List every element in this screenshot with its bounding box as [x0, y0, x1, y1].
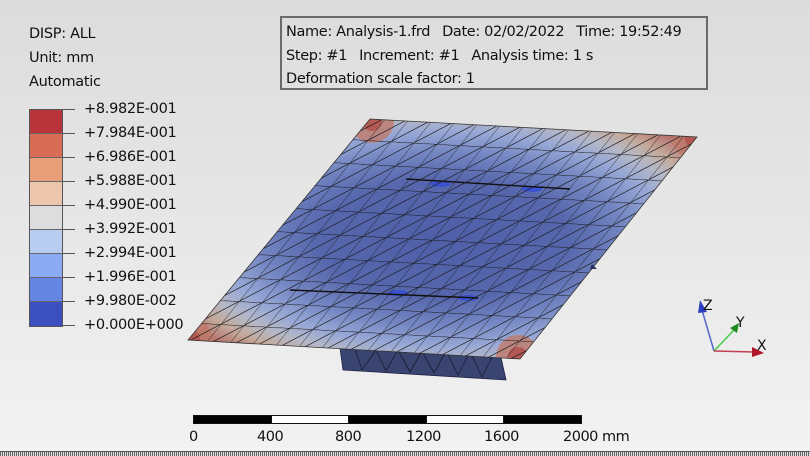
legend-swatch — [30, 182, 62, 206]
analysis-date: Date: 02/02/2022 — [442, 24, 565, 40]
legend-tick — [62, 229, 75, 230]
legend-swatch — [30, 134, 62, 158]
legend-tick — [62, 277, 75, 278]
legend-label: +2.994E-001 — [84, 245, 177, 261]
legend-swatch — [30, 230, 62, 254]
legend-tick — [62, 109, 75, 110]
legend-swatch — [30, 278, 62, 302]
scale-bar-segment — [193, 415, 272, 424]
legend-label: +0.000E+000 — [84, 317, 184, 333]
analysis-time-label: Analysis time: 1 s — [471, 47, 594, 64]
legend-label: +7.984E-001 — [84, 125, 177, 141]
scale-bar-segment — [271, 415, 349, 424]
legend-swatch — [30, 206, 62, 230]
legend-tick — [62, 301, 75, 302]
scale-bar-tick-label: 2000 mm — [563, 429, 630, 445]
legend-tick — [62, 133, 75, 134]
legend-label: +1.996E-001 — [84, 269, 177, 285]
x-axis-icon: X — [713, 338, 767, 357]
analysis-time-of-day: Time: 19:52:49 — [576, 24, 682, 40]
range-mode-label: Automatic — [29, 74, 101, 90]
legend-label: +5.988E-001 — [84, 173, 177, 189]
axis-triad: Z Y X — [698, 298, 767, 357]
x-axis-label: X — [757, 338, 767, 354]
scale-bar-tick-label: 1600 — [484, 429, 519, 445]
y-axis-label: Y — [735, 315, 745, 331]
legend-tick — [62, 205, 75, 206]
scale-bar-segment — [348, 415, 427, 424]
unit-label: Unit: mm — [29, 50, 94, 66]
legend-swatch — [30, 110, 62, 134]
support-marker — [590, 264, 597, 269]
legend-swatch — [30, 254, 62, 278]
analysis-name: Name: Analysis-1.frd — [286, 24, 431, 40]
legend-swatch — [30, 302, 62, 326]
result-info: DISP: ALL Unit: mm Automatic — [29, 22, 101, 94]
result-label: DISP: ALL — [29, 26, 96, 42]
deformation-scale-label: Deformation scale factor: 1 — [286, 71, 475, 87]
legend-label: +9.980E-002 — [84, 293, 177, 309]
legend-label: +3.992E-001 — [84, 221, 177, 237]
legend-color-bar — [29, 109, 63, 327]
increment-label: Increment: #1 — [359, 47, 460, 64]
scale-bar-segment — [503, 415, 582, 424]
scale-bar-tick-label: 0 — [189, 429, 198, 445]
analysis-info-box: Name: Analysis-1.frd Date: 02/02/2022 Time… — [280, 16, 708, 90]
legend-label: +4.990E-001 — [84, 197, 177, 213]
y-axis-icon: Y — [713, 315, 745, 352]
step-label: Step: #1 — [286, 47, 348, 64]
window-bottom-border — [0, 451, 810, 456]
legend-tick — [62, 325, 75, 326]
legend-tick — [62, 157, 75, 158]
scale-bar-tick-label: 1200 — [406, 429, 441, 445]
legend-swatch — [30, 158, 62, 182]
z-axis-icon: Z — [698, 298, 715, 352]
legend-tick — [62, 181, 75, 182]
scale-bar-tick-label: 800 — [335, 429, 362, 445]
scale-bar-tick-label: 400 — [257, 429, 284, 445]
legend-label: +8.982E-001 — [84, 101, 177, 117]
legend-label: +6.986E-001 — [84, 149, 177, 165]
scale-bar-segment — [426, 415, 504, 424]
legend-tick — [62, 253, 75, 254]
z-axis-label: Z — [703, 298, 713, 314]
